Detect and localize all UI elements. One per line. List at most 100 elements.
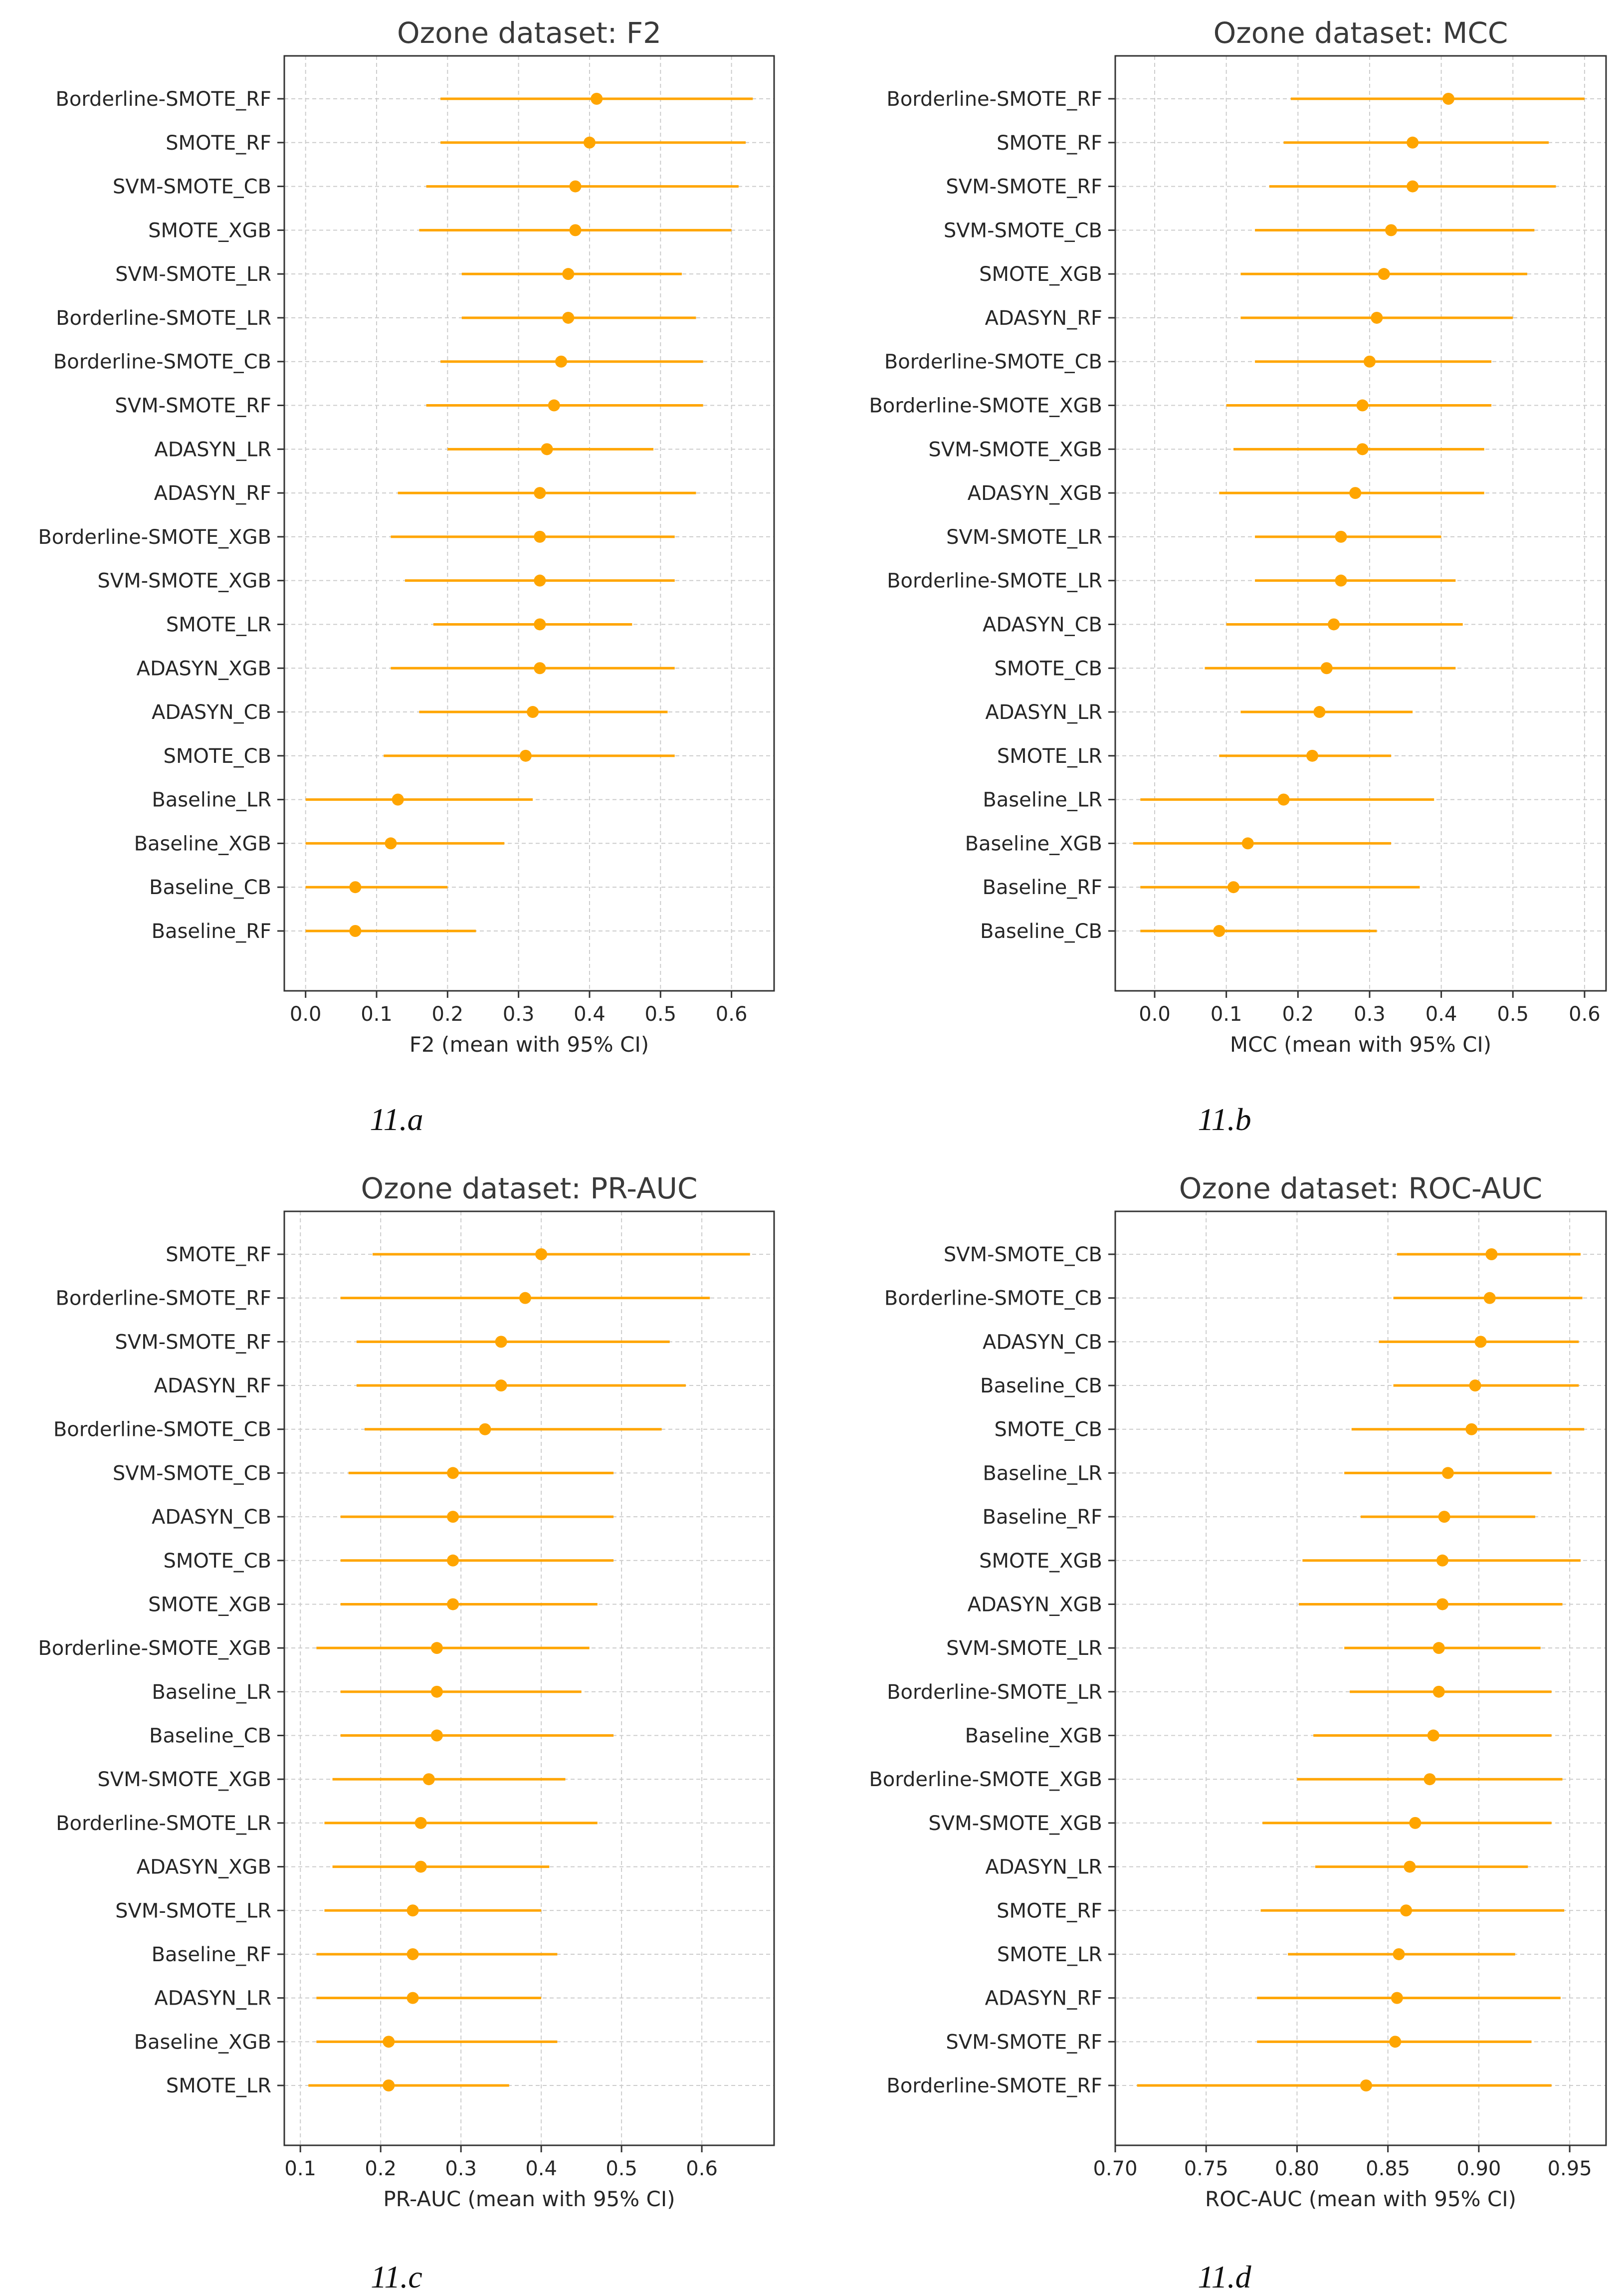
y-tick-label: SVM-SMOTE_LR [115, 1899, 271, 1922]
mean-point [1389, 2036, 1402, 2048]
mean-point [406, 1904, 419, 1917]
mean-point [422, 1773, 435, 1786]
x-axis-label: F2 (mean with 95% CI) [409, 1032, 649, 1057]
y-tick-label: Borderline-SMOTE_RF [55, 88, 271, 111]
mean-point [1442, 93, 1454, 105]
x-tick-label: 0.3 [1354, 1003, 1386, 1026]
chart-panel-3: Ozone dataset: PR-AUC SMOTE_RF Borderline-… [38, 1171, 775, 2295]
y-tick-label: SVM-SMOTE_RF [115, 1331, 271, 1354]
y-tick-label: Borderline-SMOTE_RF [886, 88, 1102, 111]
y-tick-label: SVM-SMOTE_RF [946, 2031, 1102, 2054]
y-tick-label: Baseline_XGB [134, 832, 271, 855]
mean-point [1436, 1598, 1448, 1610]
y-tick-label: Baseline_LR [983, 789, 1102, 812]
y-tick-label: SMOTE_RF [997, 1899, 1102, 1922]
mean-point [1241, 837, 1254, 850]
y-tick-label: Baseline_CB [980, 1375, 1102, 1397]
y-tick-label: Borderline-SMOTE_XGB [869, 395, 1102, 418]
y-tick-label: Borderline-SMOTE_RF [886, 2074, 1102, 2097]
y-tick-label: Baseline_RF [152, 1943, 271, 1966]
x-tick-label: 0.1 [361, 1003, 393, 1026]
y-tick-label: Borderline-SMOTE_CB [884, 1287, 1102, 1310]
mean-point [1407, 180, 1419, 193]
y-tick-label: Baseline_RF [983, 876, 1102, 899]
x-tick-label: 0.2 [432, 1003, 464, 1026]
mean-point [479, 1423, 491, 1435]
y-tick-label: Borderline-SMOTE_CB [53, 351, 271, 374]
mean-point [534, 487, 546, 499]
x-tick-label: 0.5 [1497, 1003, 1529, 1026]
x-tick-label: 0.1 [1211, 1003, 1242, 1026]
y-tick-label: Borderline-SMOTE_CB [53, 1418, 271, 1441]
x-tick-label: 0.4 [525, 2157, 557, 2180]
y-tick-label: ADASYN_LR [154, 438, 271, 461]
mean-point [1423, 1773, 1436, 1786]
y-tick-label: SVM-SMOTE_LR [946, 1637, 1102, 1660]
plot-frame [283, 1210, 775, 2146]
x-tick-label: 0.2 [1282, 1003, 1314, 1026]
mean-point [1432, 1685, 1445, 1698]
y-tick-label: ADASYN_CB [983, 1331, 1102, 1354]
y-tick-label: Baseline_RF [983, 1506, 1102, 1529]
chart-title: Ozone dataset: ROC-AUC [1179, 1171, 1542, 1205]
x-axis-label: ROC-AUC (mean with 95% CI) [1205, 2187, 1516, 2211]
y-tick-label: Borderline-SMOTE_XGB [38, 1637, 271, 1660]
mean-point [495, 1336, 507, 1348]
mean-point [1391, 1992, 1403, 2004]
y-tick-label: SVM-SMOTE_XGB [97, 570, 271, 593]
mean-point [1335, 530, 1347, 543]
x-tick-label: 0.0 [290, 1003, 322, 1026]
y-tick-label: ADASYN_XGB [968, 1593, 1102, 1616]
mean-point [1349, 487, 1362, 499]
y-tick-label: SMOTE_LR [997, 1943, 1102, 1966]
y-tick-label: ADASYN_LR [985, 1856, 1102, 1879]
mean-point [1393, 1948, 1405, 1960]
mean-point [1356, 443, 1369, 456]
y-tick-label: SMOTE_XGB [979, 1550, 1102, 1573]
mean-point [1227, 881, 1240, 894]
y-tick-label: SMOTE_CB [995, 657, 1102, 680]
mean-point [1441, 1467, 1454, 1479]
y-tick-label: SVM-SMOTE_CB [944, 1243, 1102, 1266]
chart-title: Ozone dataset: MCC [1214, 16, 1508, 50]
y-tick-label: SVM-SMOTE_CB [113, 1462, 271, 1485]
y-tick-label: Borderline-SMOTE_LR [887, 1681, 1102, 1704]
mean-point [1335, 574, 1347, 587]
mean-point [569, 224, 582, 236]
mean-point [1213, 925, 1225, 937]
mean-point [385, 837, 397, 850]
y-tick-label: Baseline_LR [152, 789, 271, 812]
y-tick-label: ADASYN_CB [152, 1506, 271, 1529]
y-tick-label: SVM-SMOTE_XGB [928, 438, 1102, 461]
mean-point [1277, 793, 1290, 806]
mean-point [1409, 1817, 1421, 1829]
mean-point [1328, 618, 1340, 631]
y-tick-label: Borderline-SMOTE_LR [887, 570, 1102, 593]
mean-point [349, 881, 362, 894]
x-axis-label: PR-AUC (mean with 95% CI) [383, 2187, 675, 2211]
mean-point [430, 1729, 443, 1742]
mean-point [591, 93, 603, 105]
x-tick-label: 0.6 [1569, 1003, 1601, 1026]
y-tick-label: ADASYN_LR [985, 701, 1102, 724]
y-tick-label: SMOTE_RF [997, 132, 1102, 155]
x-tick-label: 0.85 [1366, 2157, 1410, 2180]
y-tick-label: SMOTE_CB [995, 1418, 1102, 1441]
mean-point [447, 1598, 459, 1610]
plot-frame [1114, 1210, 1607, 2146]
x-tick-label: 0.80 [1275, 2157, 1319, 2180]
y-tick-label: SVM-SMOTE_XGB [928, 1812, 1102, 1835]
mean-point [562, 311, 575, 324]
x-tick-label: 0.3 [503, 1003, 535, 1026]
y-tick-label: SMOTE_RF [166, 1243, 271, 1266]
y-tick-label: ADASYN_RF [154, 1375, 271, 1397]
y-tick-label: ADASYN_LR [154, 1987, 271, 2010]
mean-point [1483, 1292, 1496, 1304]
chart-panel-4: Ozone dataset: ROC-AUC SVM-SMOTE_CB Border… [869, 1171, 1607, 2295]
mean-point [541, 443, 553, 456]
mean-point [519, 749, 532, 762]
mean-point [1438, 1511, 1450, 1523]
mean-point [383, 2036, 395, 2048]
y-tick-label: Baseline_CB [149, 1725, 271, 1748]
y-tick-label: SMOTE_XGB [148, 1593, 271, 1616]
